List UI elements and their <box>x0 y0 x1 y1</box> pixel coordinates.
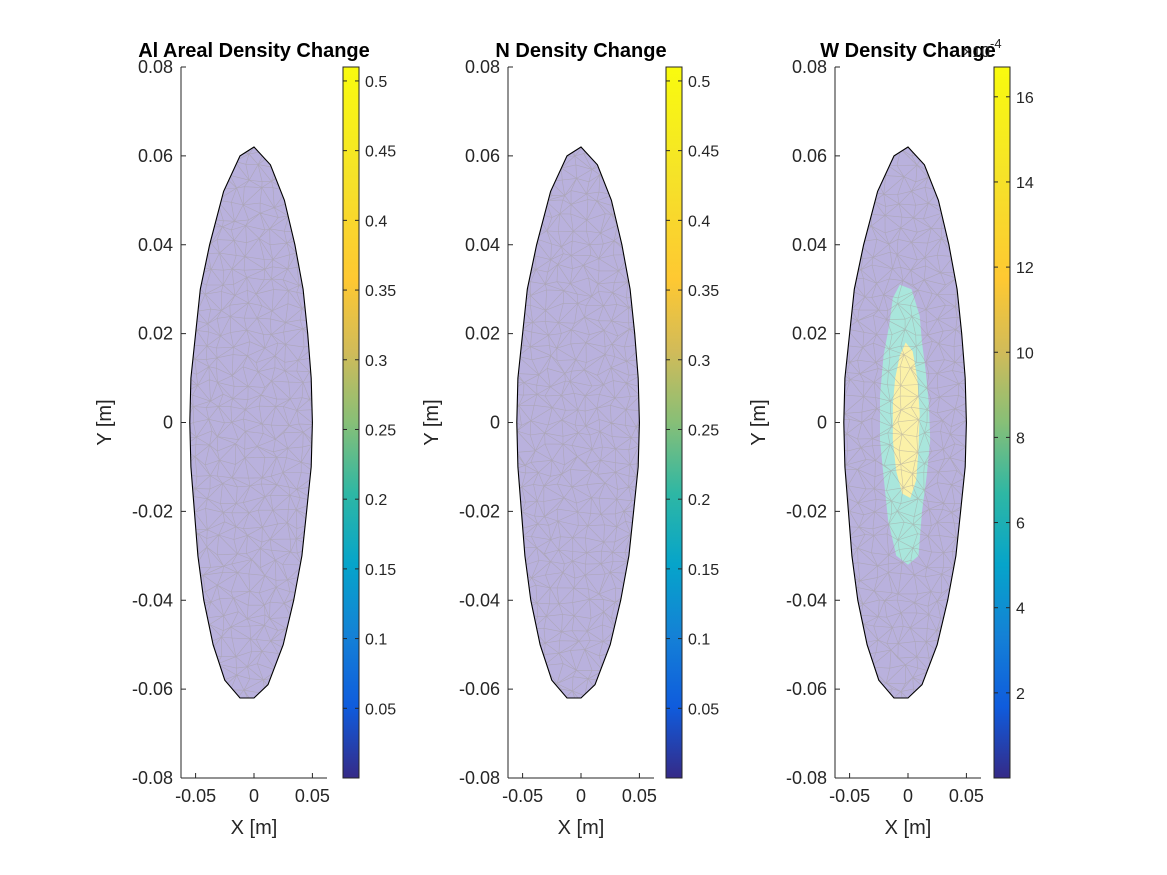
colorbar-tick-label: 0.5 <box>365 74 387 91</box>
y-tick-label: -0.06 <box>459 679 500 699</box>
y-tick-label: -0.04 <box>459 590 500 610</box>
y-axis-label: Y [m] <box>748 399 770 445</box>
y-tick-label: 0.04 <box>792 235 827 255</box>
colorbar-tick-label: 0.3 <box>688 353 710 370</box>
colorbar-tick-label: 0.45 <box>688 144 719 161</box>
x-tick-label: 0.05 <box>622 786 657 806</box>
subplot-2: 0.08 0.06 0.04 0.02 0 -0.02 -0.04 -0.06 -0.08-0.… <box>421 40 719 839</box>
y-tick-label: 0.02 <box>465 324 500 344</box>
y-tick-label: -0.08 <box>132 768 173 788</box>
x-tick-label: -0.05 <box>502 786 543 806</box>
y-tick-label: 0.06 <box>138 146 173 166</box>
colorbar-tick-label: 0.15 <box>688 562 719 579</box>
y-tick-label: -0.08 <box>786 768 827 788</box>
hotspot-core-region <box>892 342 920 498</box>
x-axis-label: X [m] <box>885 817 932 839</box>
colorbar-tick-label: 4 <box>1016 601 1025 618</box>
colorbar-tick-label: 10 <box>1016 345 1034 362</box>
subplot-container: 0.080.060.040.020-0.02-0.04-0.06-0.08-0.… <box>94 36 1034 839</box>
colorbar-tick-label: 0.25 <box>688 422 719 439</box>
y-tick-label: -0.04 <box>132 590 173 610</box>
colorbar-tick-label: 14 <box>1016 175 1034 192</box>
y-tick-label: 0 <box>163 413 173 433</box>
y-axis-label: Y [m] <box>94 399 116 445</box>
colorbar-tick-label: 0.35 <box>688 283 719 300</box>
y-tick-label: 0.02 <box>792 324 827 344</box>
y-tick-label: 0.04 <box>138 235 173 255</box>
y-axis-label: Y [m] <box>421 399 443 445</box>
colorbar-tick-label: 0.3 <box>365 353 387 370</box>
colorbar-tick-label: 12 <box>1016 260 1034 277</box>
y-tick-label: -0.06 <box>132 679 173 699</box>
x-tick-label: -0.05 <box>829 786 870 806</box>
colorbar-tick-label: 0.25 <box>365 422 396 439</box>
x-tick-label: 0.05 <box>295 786 330 806</box>
colorbar-tick-label: 0.2 <box>688 492 710 509</box>
colorbar-tick-label: 0.4 <box>365 213 387 230</box>
y-tick-label: -0.02 <box>786 501 827 521</box>
chart-title: Al Areal Density Change <box>138 40 370 62</box>
colorbar <box>665 66 683 779</box>
colorbar-tick-label: 0.35 <box>365 283 396 300</box>
y-tick-label: 0.04 <box>465 235 500 255</box>
x-tick-label: 0 <box>903 786 913 806</box>
y-tick-label: 0 <box>817 413 827 433</box>
y-tick-label: 0.08 <box>138 57 173 77</box>
chart-title: W Density Change <box>820 40 996 62</box>
colorbar <box>993 66 1011 779</box>
x-tick-label: 0.05 <box>949 786 984 806</box>
colorbar-tick-label: 0.05 <box>688 701 719 718</box>
colorbar-tick-label: 0.1 <box>688 632 710 649</box>
colorbar-tick-label: 0.4 <box>688 213 710 230</box>
colorbar-tick-label: 6 <box>1016 516 1025 533</box>
colorbar-tick-label: 0.1 <box>365 632 387 649</box>
y-tick-label: -0.08 <box>459 768 500 788</box>
colorbar-tick-label: 2 <box>1016 686 1025 703</box>
y-tick-label: -0.02 <box>132 501 173 521</box>
y-tick-label: 0 <box>490 413 500 433</box>
y-tick-label: -0.02 <box>459 501 500 521</box>
colorbar-tick-label: 0.2 <box>365 492 387 509</box>
chart-title: N Density Change <box>495 40 666 62</box>
y-tick-label: 0.08 <box>465 57 500 77</box>
y-tick-label: 0.08 <box>792 57 827 77</box>
subplot-1: 0.08 0.06 0.04 0.02 0 -0.02 -0.04 -0.06 -0.08-0.… <box>94 40 396 839</box>
region-outline <box>189 146 313 699</box>
colorbar-tick-label: 0.5 <box>688 74 710 91</box>
y-tick-label: 0.02 <box>138 324 173 344</box>
y-tick-label: 0.06 <box>465 146 500 166</box>
region-outline <box>843 146 967 699</box>
colorbar-tick-label: 16 <box>1016 90 1034 107</box>
region-outline <box>516 146 640 699</box>
colorbar <box>342 66 360 779</box>
colorbar-exponent-power: -4 <box>990 36 1002 51</box>
x-tick-label: 0 <box>576 786 586 806</box>
subplot-3: 0.08 0.06 0.04 0.02 0 -0.02 -0.04 -0.06 -0.08-0.… <box>748 36 1034 839</box>
x-tick-label: 0 <box>249 786 259 806</box>
x-axis-label: X [m] <box>558 817 605 839</box>
x-axis-label: X [m] <box>231 817 278 839</box>
colorbar-exponent: ×10 <box>963 44 990 61</box>
x-tick-label: -0.05 <box>175 786 216 806</box>
y-tick-label: -0.04 <box>786 590 827 610</box>
y-tick-label: -0.06 <box>786 679 827 699</box>
colorbar-tick-label: 0.45 <box>365 144 396 161</box>
colorbar-tick-label: 0.15 <box>365 562 396 579</box>
colorbar-tick-label: 8 <box>1016 430 1025 447</box>
colorbar-tick-label: 0.05 <box>365 701 396 718</box>
y-tick-label: 0.06 <box>792 146 827 166</box>
